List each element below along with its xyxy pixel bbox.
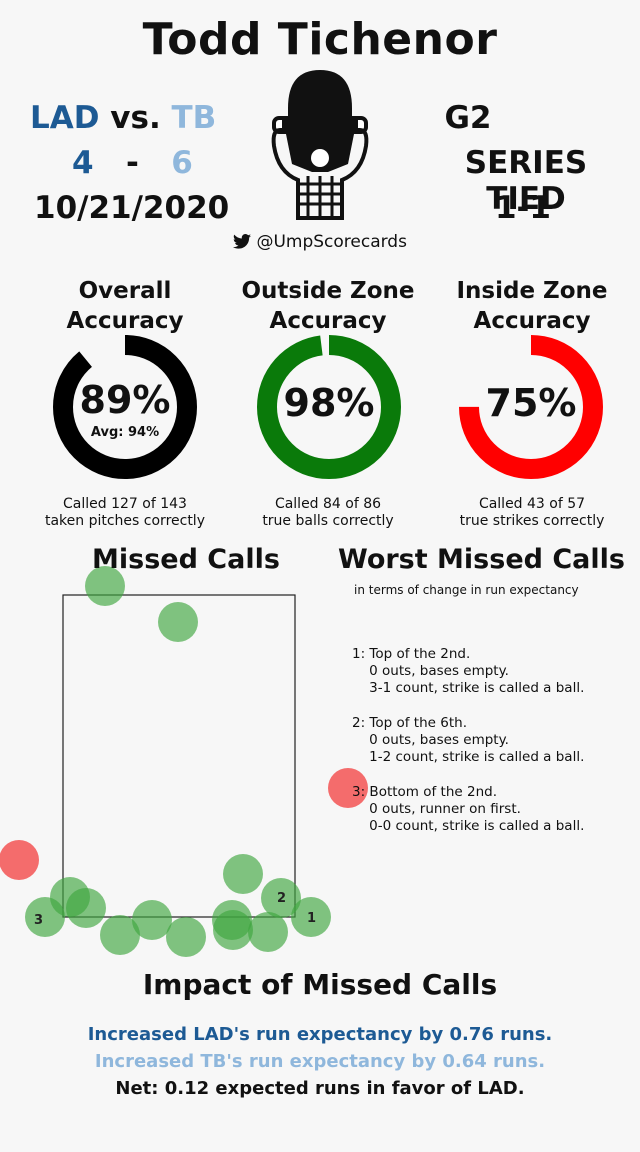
missed-pitch-dot-right <box>328 768 368 808</box>
pitch-dot <box>158 602 198 642</box>
pitch-dot <box>213 910 253 950</box>
worst-call-item: 3: Bottom of the 2nd. 0 outs, runner on … <box>352 784 632 835</box>
worst-call-3-situation: 0 outs, runner on first. <box>352 801 521 817</box>
worst-call-1-count: 3-1 count, strike is called a ball. <box>352 680 585 696</box>
pitch-dot <box>25 897 65 937</box>
inside-zone-ring <box>459 335 603 479</box>
overall-average: Avg: 94% <box>90 425 160 440</box>
outside-desc-line1: Called 84 of 86 <box>274 496 382 512</box>
overall-accuracy-title: Overall Accuracy <box>25 276 225 336</box>
overall-gauge-arc <box>53 335 197 479</box>
worst-missed-calls-subtitle: in terms of change in run expectancy <box>354 583 579 597</box>
umpire-name: Todd Tichenor <box>142 14 498 65</box>
outside-zone-ring <box>257 335 401 479</box>
worst-call-1-situation: 0 outs, bases empty. <box>352 663 509 679</box>
pitch-dot <box>261 878 301 918</box>
pitch-dot <box>85 566 125 606</box>
outside-title-line1: Outside Zone <box>241 278 415 304</box>
missed-call-label-1: 1 <box>307 911 316 926</box>
inside-title-line2: Accuracy <box>473 308 591 334</box>
outside-title-line2: Accuracy <box>269 308 387 334</box>
inside-desc-line2: true strikes correctly <box>459 513 605 529</box>
missed-calls-title: Missed Calls <box>92 544 280 575</box>
game-number: G2 <box>444 100 492 136</box>
game-date: 10/21/2020 <box>34 190 230 226</box>
inside-description: Called 43 of 57 true strikes correctly <box>432 496 632 530</box>
worst-call-item: 2: Top of the 6th. 0 outs, bases empty. … <box>352 715 632 766</box>
impact-tb-line: Increased TB's run expectancy by 0.64 ru… <box>94 1051 546 1072</box>
missed-call-label-3: 3 <box>34 913 43 928</box>
overall-description: Called 127 of 143 taken pitches correctl… <box>25 496 225 530</box>
worst-missed-calls-title: Worst Missed Calls <box>338 544 625 575</box>
impact-net-line: Net: 0.12 expected runs in favor of LAD. <box>115 1078 525 1099</box>
missed-calls-plot: 3 2 1 <box>0 566 331 957</box>
overall-desc-line2: taken pitches correctly <box>44 513 205 529</box>
home-score: 6 <box>171 145 193 181</box>
inside-desc-line1: Called 43 of 57 <box>478 496 586 512</box>
worst-call-2-inning: 2: Top of the 6th. <box>352 715 467 731</box>
inside-gauge-arc <box>459 335 603 479</box>
strike-zone <box>62 594 296 918</box>
correct-pitch-dots <box>25 566 331 957</box>
outside-gauge-arc <box>257 335 401 479</box>
inside-title-line1: Inside Zone <box>456 278 608 304</box>
overall-accuracy-ring <box>53 335 197 479</box>
worst-call-3-count: 0-0 count, strike is called a ball. <box>352 818 585 834</box>
home-team: TB <box>171 100 217 136</box>
worst-calls-list: 1: Top of the 2nd. 0 outs, bases empty. … <box>352 646 632 853</box>
away-team: LAD <box>30 100 100 136</box>
pitch-dot <box>223 854 263 894</box>
impact-lad-line: Increased LAD's run expectancy by 0.76 r… <box>87 1024 553 1045</box>
impact-title: Impact of Missed Calls <box>142 968 498 1001</box>
inside-zone-title: Inside Zone Accuracy <box>432 276 632 336</box>
vs-label: vs. <box>110 100 161 136</box>
outside-description: Called 84 of 86 true balls correctly <box>228 496 428 530</box>
overall-percent: 89% <box>79 378 171 422</box>
pitch-dot <box>132 900 172 940</box>
worst-call-2-count: 1-2 count, strike is called a ball. <box>352 749 585 765</box>
umpire-mask-icon <box>271 70 369 220</box>
matchup-teams: LAD vs. TB <box>30 100 216 136</box>
worst-call-3-inning: 3: Bottom of the 2nd. <box>352 784 497 800</box>
pitch-dot <box>66 888 106 928</box>
matchup-score: 4 - 6 <box>72 145 193 181</box>
inside-percent: 75% <box>485 381 577 425</box>
outside-zone-title: Outside Zone Accuracy <box>228 276 428 336</box>
twitter-handle-text: @UmpScorecards <box>256 232 407 252</box>
worst-call-1-inning: 1: Top of the 2nd. <box>352 646 471 662</box>
away-score: 4 <box>72 145 94 181</box>
missed-pitch-dot <box>0 840 39 880</box>
overall-desc-line1: Called 127 of 143 <box>63 496 187 512</box>
score-dash: - <box>125 145 139 181</box>
series-status: SERIES TIED <box>464 145 588 217</box>
pitch-dot <box>248 912 288 952</box>
series-record: 1-1 <box>494 190 551 226</box>
pitch-dot <box>166 917 206 957</box>
twitter-bird-icon <box>233 234 252 249</box>
overall-title-line2: Accuracy <box>66 308 184 334</box>
worst-call-2-situation: 0 outs, bases empty. <box>352 732 509 748</box>
pitch-dot <box>291 897 331 937</box>
outside-percent: 98% <box>283 381 375 425</box>
worst-call-item: 1: Top of the 2nd. 0 outs, bases empty. … <box>352 646 632 697</box>
missed-call-label-2: 2 <box>277 891 286 906</box>
overall-title-line1: Overall <box>78 278 172 304</box>
outside-desc-line2: true balls correctly <box>262 513 394 529</box>
twitter-handle[interactable]: @UmpScorecards <box>0 232 640 252</box>
pitch-dot <box>100 915 140 955</box>
